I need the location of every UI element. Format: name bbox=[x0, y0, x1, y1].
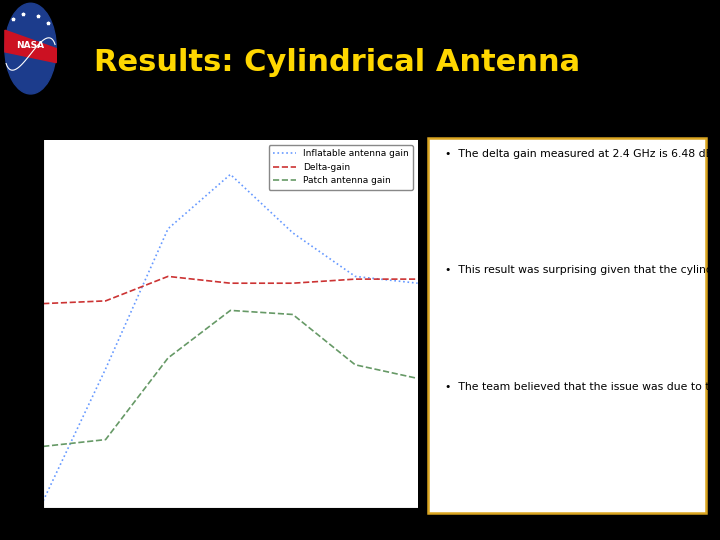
Text: 20: 20 bbox=[680, 519, 695, 529]
Text: •  The delta gain measured at 2.4 GHz is 6.48 dB, very different from the 15 dB : • The delta gain measured at 2.4 GHz is … bbox=[445, 149, 720, 159]
Text: NASA: NASA bbox=[17, 41, 45, 50]
Title: Inflatable antenna test: cylindrical configuration: Inflatable antenna test: cylindrical con… bbox=[104, 127, 356, 137]
Circle shape bbox=[5, 3, 56, 94]
Text: •  This result was surprising given that the cylindrical antenna was inflated wi: • This result was surprising given that … bbox=[445, 265, 720, 275]
Legend: Inflatable antenna gain, Delta-gain, Patch antenna gain: Inflatable antenna gain, Delta-gain, Pat… bbox=[269, 145, 413, 190]
Text: Results: Cylindrical Antenna: Results: Cylindrical Antenna bbox=[94, 48, 580, 77]
Polygon shape bbox=[5, 30, 56, 63]
Text: •  The team believed that the issue was due to the addition of the polycarbonate: • The team believed that the issue was d… bbox=[445, 382, 720, 392]
X-axis label: f (GHz): f (GHz) bbox=[210, 529, 251, 540]
FancyBboxPatch shape bbox=[428, 138, 706, 513]
Y-axis label: Gain (dB): Gain (dB) bbox=[1, 296, 14, 352]
